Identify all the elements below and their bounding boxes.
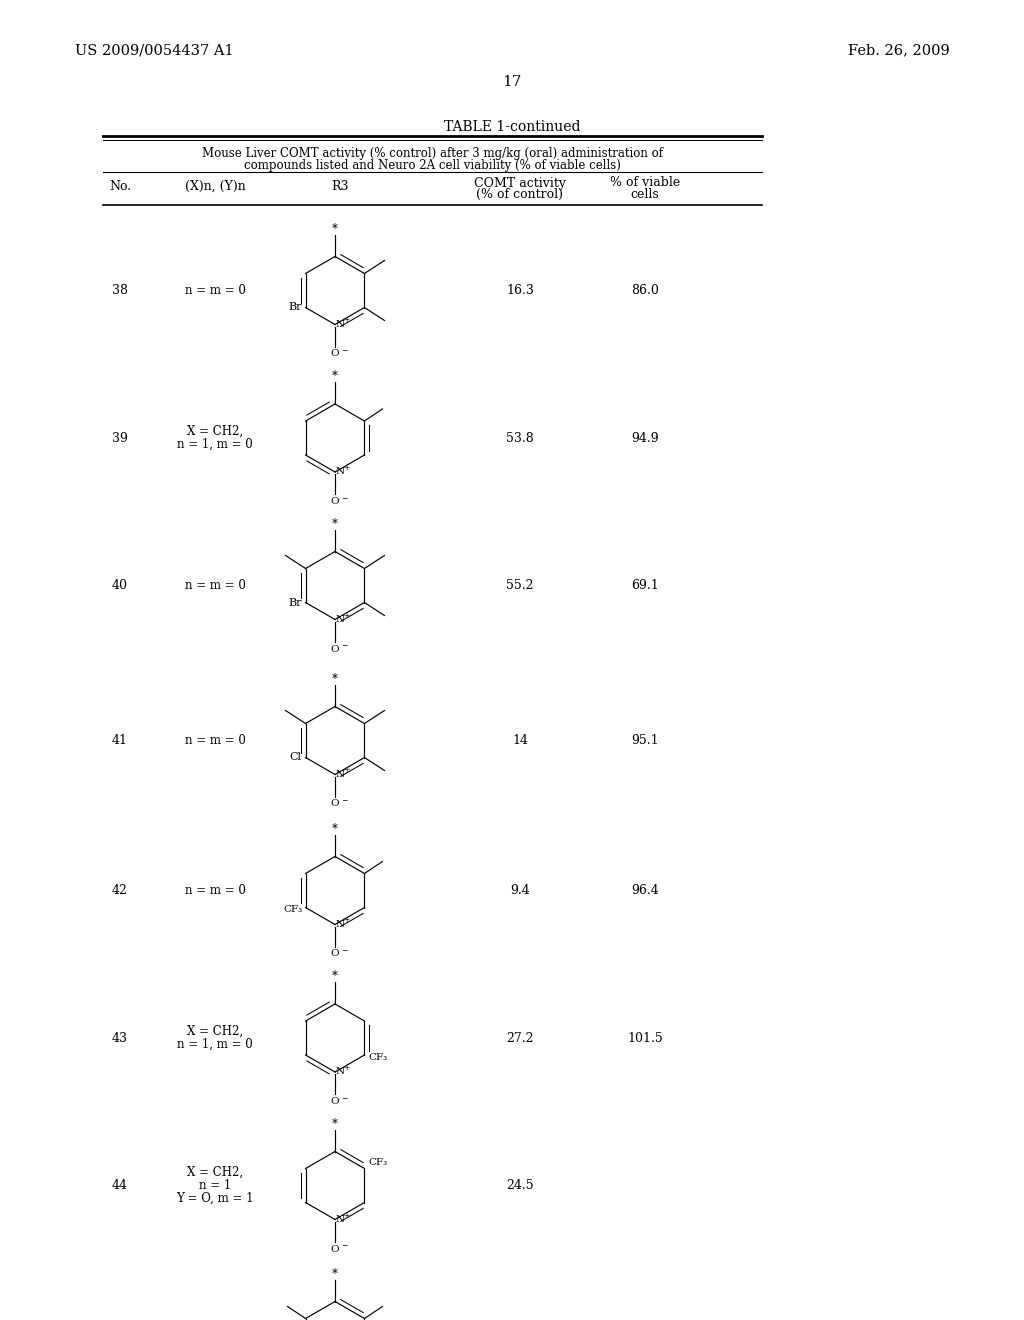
- Text: O: O: [331, 350, 339, 359]
- Text: O: O: [331, 949, 339, 958]
- Text: No.: No.: [109, 180, 131, 193]
- Text: O: O: [331, 498, 339, 506]
- Text: X = CH2,: X = CH2,: [187, 1026, 243, 1038]
- Text: 39: 39: [112, 432, 128, 445]
- Text: % of viable: % of viable: [610, 177, 680, 190]
- Text: n = m = 0: n = m = 0: [184, 734, 246, 747]
- Text: +: +: [343, 611, 349, 619]
- Text: *: *: [332, 223, 338, 236]
- Text: +: +: [343, 465, 349, 473]
- Text: N: N: [336, 770, 345, 779]
- Text: −: −: [341, 643, 347, 651]
- Text: 94.9: 94.9: [631, 432, 658, 445]
- Text: *: *: [332, 1118, 338, 1131]
- Text: n = 1, m = 0: n = 1, m = 0: [177, 438, 253, 451]
- Text: −: −: [341, 347, 347, 355]
- Text: N: N: [336, 467, 345, 477]
- Text: Mouse Liver COMT activity (% control) after 3 mg/kg (oral) administration of: Mouse Liver COMT activity (% control) af…: [202, 147, 663, 160]
- Text: COMT activity: COMT activity: [474, 177, 566, 190]
- Text: 17: 17: [503, 75, 521, 88]
- Text: *: *: [332, 371, 338, 384]
- Text: 24.5: 24.5: [506, 1179, 534, 1192]
- Text: 14: 14: [512, 734, 528, 747]
- Text: *: *: [332, 970, 338, 983]
- Text: +: +: [343, 1064, 349, 1072]
- Text: −: −: [341, 495, 347, 503]
- Text: −: −: [341, 797, 347, 805]
- Text: 27.2: 27.2: [506, 1031, 534, 1044]
- Text: CF₃: CF₃: [369, 1053, 387, 1063]
- Text: N: N: [336, 615, 345, 624]
- Text: n = 1, m = 0: n = 1, m = 0: [177, 1038, 253, 1051]
- Text: Cl: Cl: [290, 752, 301, 763]
- Text: 53.8: 53.8: [506, 432, 534, 445]
- Text: 43: 43: [112, 1031, 128, 1044]
- Text: 44: 44: [112, 1179, 128, 1192]
- Text: US 2009/0054437 A1: US 2009/0054437 A1: [75, 44, 233, 57]
- Text: cells: cells: [631, 187, 659, 201]
- Text: O: O: [331, 1097, 339, 1106]
- Text: Br: Br: [288, 598, 301, 607]
- Text: +: +: [343, 916, 349, 924]
- Text: O: O: [331, 800, 339, 808]
- Text: CF₃: CF₃: [284, 906, 302, 913]
- Text: X = CH2,: X = CH2,: [187, 425, 243, 438]
- Text: 9.4: 9.4: [510, 884, 529, 898]
- Text: n = m = 0: n = m = 0: [184, 284, 246, 297]
- Text: 41: 41: [112, 734, 128, 747]
- Text: +: +: [343, 767, 349, 775]
- Text: 101.5: 101.5: [627, 1031, 663, 1044]
- Text: −: −: [341, 948, 347, 956]
- Text: Br: Br: [288, 302, 301, 313]
- Text: *: *: [332, 1269, 338, 1280]
- Text: CF₃: CF₃: [369, 1158, 387, 1167]
- Text: +: +: [343, 317, 349, 325]
- Text: X = CH2,: X = CH2,: [187, 1166, 243, 1179]
- Text: n = 1: n = 1: [199, 1179, 231, 1192]
- Text: 96.4: 96.4: [631, 884, 658, 898]
- Text: +: +: [343, 1212, 349, 1220]
- Text: −: −: [341, 1096, 347, 1104]
- Text: *: *: [332, 822, 338, 836]
- Text: 69.1: 69.1: [631, 579, 658, 591]
- Text: −: −: [341, 1242, 347, 1250]
- Text: O: O: [331, 1245, 339, 1254]
- Text: n = m = 0: n = m = 0: [184, 579, 246, 591]
- Text: R3: R3: [331, 180, 349, 193]
- Text: compounds listed and Neuro 2A cell viability (% of viable cells): compounds listed and Neuro 2A cell viabi…: [244, 158, 621, 172]
- Text: TABLE 1-continued: TABLE 1-continued: [443, 120, 581, 135]
- Text: N: N: [336, 1068, 345, 1077]
- Text: *: *: [332, 517, 338, 531]
- Text: (% of control): (% of control): [476, 187, 563, 201]
- Text: 95.1: 95.1: [631, 734, 658, 747]
- Text: (X)n, (Y)n: (X)n, (Y)n: [184, 180, 246, 193]
- Text: N: N: [336, 319, 345, 329]
- Text: N: N: [336, 920, 345, 929]
- Text: *: *: [332, 673, 338, 686]
- Text: N: N: [336, 1214, 345, 1224]
- Text: Feb. 26, 2009: Feb. 26, 2009: [848, 44, 950, 57]
- Text: O: O: [331, 644, 339, 653]
- Text: 38: 38: [112, 284, 128, 297]
- Text: n = m = 0: n = m = 0: [184, 884, 246, 898]
- Text: 16.3: 16.3: [506, 284, 534, 297]
- Text: 42: 42: [112, 884, 128, 898]
- Text: 86.0: 86.0: [631, 284, 658, 297]
- Text: 40: 40: [112, 579, 128, 591]
- Text: 55.2: 55.2: [506, 579, 534, 591]
- Text: Y = O, m = 1: Y = O, m = 1: [176, 1192, 254, 1205]
